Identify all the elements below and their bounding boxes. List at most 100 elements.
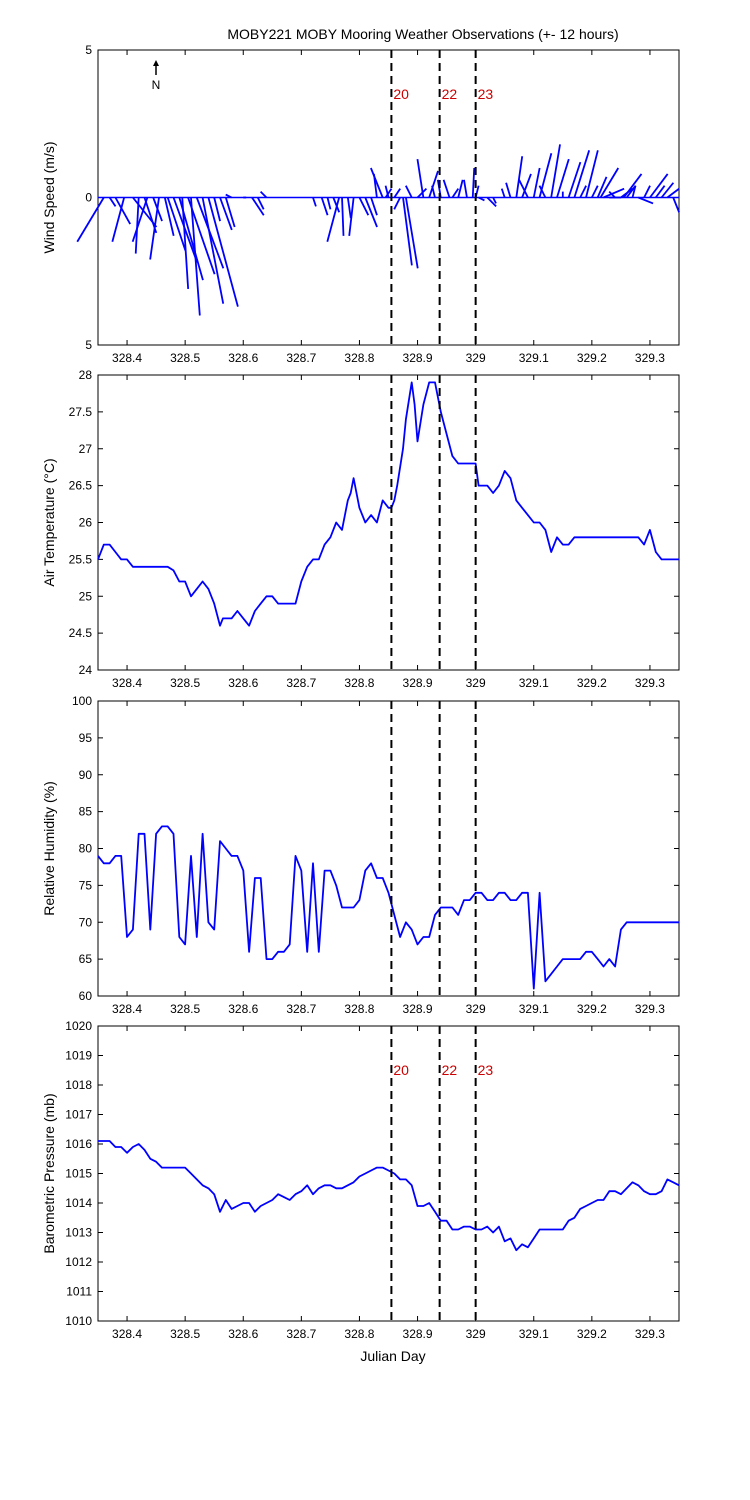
- wind-stick: [111, 197, 126, 242]
- x-tick-label: 328.5: [170, 1327, 200, 1341]
- y-tick-label: 28: [79, 368, 93, 382]
- y-tick-label: 1015: [65, 1167, 92, 1181]
- wind-stick: [550, 144, 561, 198]
- y-tick-label: 1018: [65, 1078, 92, 1092]
- x-tick-label: 329.1: [519, 351, 549, 365]
- y-tick-label: 90: [79, 768, 93, 782]
- y-axis-label: Relative Humidity (%): [41, 781, 57, 916]
- y-tick-label: 70: [79, 915, 93, 929]
- x-tick-label: 329: [466, 351, 486, 365]
- x-tick-label: 329: [466, 1002, 486, 1016]
- x-tick-label: 328.9: [403, 1327, 433, 1341]
- wind-stick: [579, 185, 587, 198]
- x-tick-label: 329: [466, 1327, 486, 1341]
- wind-stick: [585, 150, 599, 198]
- north-label: N: [152, 78, 161, 92]
- x-tick-label: 329.1: [519, 1002, 549, 1016]
- y-tick-label: 75: [79, 878, 93, 892]
- wind-stick: [370, 197, 378, 216]
- y-tick-label: 25.5: [69, 552, 93, 566]
- y-tick-label: 27: [79, 442, 93, 456]
- wind-stick: [500, 188, 506, 198]
- series-line: [97, 381, 679, 627]
- y-tick-label: 95: [79, 731, 93, 745]
- y-axis-label: Barometric Pressure (mb): [41, 1093, 57, 1253]
- x-tick-label: 329.2: [577, 676, 607, 690]
- wind-stick: [201, 197, 225, 304]
- x-tick-label: 328.7: [286, 676, 316, 690]
- y-axis-label: Air Temperature (°C): [41, 458, 57, 586]
- wind-stick: [312, 197, 317, 207]
- wind-stick: [463, 179, 468, 198]
- wind-stick: [660, 182, 675, 199]
- wind-stick: [637, 196, 654, 205]
- y-tick-label: 1016: [65, 1137, 92, 1151]
- wind-stick: [207, 197, 239, 307]
- wind-stick: [393, 188, 401, 198]
- y-tick-label: 60: [79, 989, 93, 1003]
- y-tick-label: 26: [79, 516, 93, 530]
- x-tick-label: 328.6: [228, 351, 258, 365]
- wind-stick: [358, 197, 370, 216]
- wind-stick: [251, 197, 265, 216]
- event-marker-label: 22: [442, 1062, 458, 1078]
- wind-stick: [623, 173, 643, 199]
- wind-stick: [603, 187, 625, 199]
- wind-stick: [384, 185, 390, 198]
- x-tick-label: 328.5: [170, 676, 200, 690]
- x-tick-label: 328.7: [286, 1327, 316, 1341]
- y-tick-label: 27.5: [69, 405, 93, 419]
- wind-stick: [320, 197, 329, 216]
- wind-stick: [219, 197, 233, 231]
- wind-stick: [631, 185, 637, 198]
- wind-stick: [370, 167, 384, 198]
- panel-2: 328.4 328.5 328.6 328.7 328.8 328.9 329 329.1 32…: [41, 368, 680, 690]
- wind-stick: [108, 197, 117, 207]
- y-tick-label: 5: [85, 43, 92, 57]
- wind-stick: [442, 179, 451, 198]
- wind-stick: [599, 167, 620, 198]
- wind-stick: [428, 170, 439, 198]
- x-tick-label: 329.1: [519, 1327, 549, 1341]
- x-tick-label: 329.3: [635, 676, 665, 690]
- wind-stick: [341, 197, 345, 236]
- x-axis-label: Julian Day: [360, 1348, 425, 1364]
- north-arrowhead-icon: [153, 60, 159, 66]
- y-tick-label: 1012: [65, 1255, 92, 1269]
- y-tick-label: 1011: [66, 1285, 92, 1299]
- event-marker-label: 20: [393, 86, 409, 102]
- wind-stick: [114, 197, 131, 225]
- y-tick-label: 24: [79, 663, 93, 677]
- panel-3: 328.4 328.5 328.6 328.7 328.8 328.9 329 329.1 32…: [41, 694, 680, 1016]
- wind-stick: [538, 185, 547, 198]
- panel-1: 328.4 328.5 328.6 328.7 328.8 328.9 329 329.1 32…: [41, 43, 680, 365]
- y-tick-label: 0: [85, 191, 92, 205]
- wind-stick: [573, 150, 591, 198]
- x-tick-label: 329: [466, 676, 486, 690]
- axes-frame: [97, 374, 680, 671]
- x-tick-label: 328.8: [344, 351, 374, 365]
- x-tick-label: 328.7: [286, 351, 316, 365]
- wind-stick: [348, 197, 355, 236]
- wind-stick: [515, 156, 524, 198]
- event-marker-label: 20: [393, 1062, 409, 1078]
- wind-stick: [655, 185, 666, 199]
- wind-stick: [259, 190, 268, 199]
- wind-stick: [471, 167, 476, 198]
- chart-panels: 328.4 328.5 328.6 328.7 328.8 328.9 329 329.1 32…: [41, 43, 680, 1341]
- wind-stick: [672, 197, 680, 213]
- y-tick-label: 1019: [65, 1049, 92, 1063]
- y-tick-label: 100: [72, 694, 92, 708]
- wind-stick: [213, 197, 221, 222]
- wind-stick: [131, 197, 149, 243]
- wind-stick: [521, 173, 532, 198]
- x-tick-label: 328.9: [403, 351, 433, 365]
- x-tick-label: 329.2: [577, 1002, 607, 1016]
- wind-stick: [256, 197, 265, 210]
- wind-stick: [163, 197, 175, 237]
- x-tick-label: 328.4: [112, 676, 142, 690]
- wind-stick: [346, 197, 352, 219]
- x-tick-label: 328.5: [170, 1002, 200, 1016]
- x-tick-label: 328.7: [286, 1002, 316, 1016]
- y-tick-label: 1013: [65, 1226, 92, 1240]
